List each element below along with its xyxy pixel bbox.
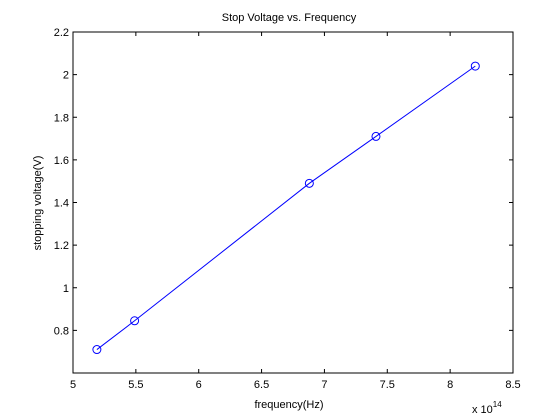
x-tick-label: 7.5 — [380, 379, 395, 391]
x-tick-label: 8 — [447, 379, 453, 391]
y-tick-label: 2 — [63, 70, 69, 82]
x-tick-label: 6.5 — [254, 379, 269, 391]
data-point — [470, 61, 480, 71]
y-tick-label: 0.8 — [54, 325, 69, 337]
x-axis-multiplier-base: x 10 — [472, 404, 493, 416]
y-axis-label: stopping voltage(V) — [32, 156, 44, 251]
series-layer — [92, 61, 480, 355]
x-tick-label: 6 — [196, 379, 202, 391]
x-axis-label: frequency(Hz) — [254, 399, 323, 411]
data-point — [130, 316, 140, 326]
y-tick-label: 1.6 — [54, 155, 69, 167]
y-tick-label: 1.4 — [54, 198, 69, 210]
y-tick-label: 1 — [63, 283, 69, 295]
x-axis-ticks: 5 5.5 6 6.5 7 7.5 8 8.5 — [70, 32, 521, 391]
series-line — [96, 65, 476, 350]
y-tick-label: 1.8 — [54, 112, 69, 124]
x-axis-multiplier-exponent: 14 — [493, 400, 502, 409]
x-tick-label: 7 — [321, 379, 327, 391]
y-tick-label: 2.2 — [54, 27, 69, 39]
data-point — [92, 345, 102, 355]
x-tick-label: 8.5 — [505, 379, 520, 391]
y-axis-ticks: 0.8 1 1.2 1.4 1.6 1.8 2 2.2 — [54, 27, 513, 337]
data-point — [371, 131, 381, 141]
x-tick-label: 5.5 — [128, 379, 143, 391]
y-tick-label: 1.2 — [54, 240, 69, 252]
chart-title: Stop Voltage vs. Frequency — [222, 12, 357, 24]
data-point — [304, 178, 314, 188]
x-tick-label: 5 — [70, 379, 76, 391]
x-axis-multiplier: x 1014 — [472, 400, 502, 416]
plot-area — [72, 31, 514, 374]
